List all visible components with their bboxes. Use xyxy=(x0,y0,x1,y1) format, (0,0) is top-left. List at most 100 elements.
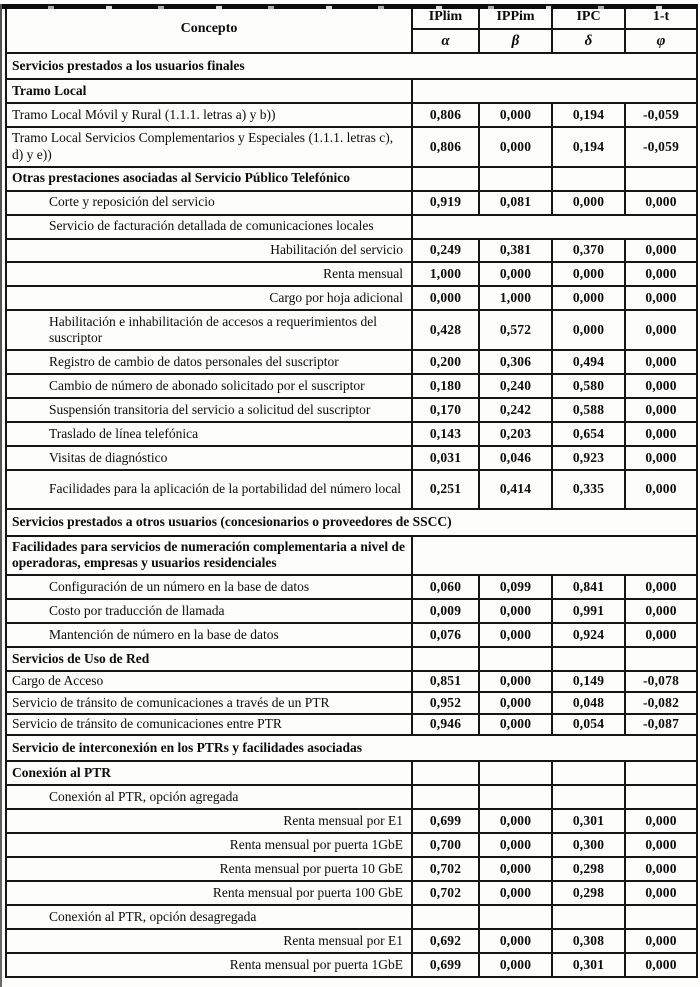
row-label: Tramo Local Móvil y Rural (1.1.1. letras… xyxy=(5,102,413,128)
row-label: Renta mensual por puerta 1GbE xyxy=(5,951,413,979)
empty-cell xyxy=(624,646,698,672)
empty-cell xyxy=(411,78,698,105)
table-header: Concepto IPlim IPPim IPC 1-t α β δ φ xyxy=(5,4,698,54)
value-cell: 0,149 xyxy=(551,669,626,694)
value-cell: 0,699 xyxy=(411,807,480,834)
value-cell: 0,699 xyxy=(411,951,480,979)
section-label: Otras prestaciones asociadas al Servicio… xyxy=(5,165,413,192)
table-row: Cargo de Acceso 0,851 0,000 0,149 -0,078 xyxy=(5,669,698,694)
row-label: Suspensión transitoria del servicio a so… xyxy=(5,396,413,423)
symbol-phi: φ xyxy=(624,28,698,54)
section-label: Servicios de Uso de Red xyxy=(5,646,413,672)
tariff-index-table: Concepto IPlim IPPim IPC 1-t α β δ φ Ser… xyxy=(5,4,698,979)
value-cell: 0,000 xyxy=(624,807,698,834)
row-label: Cambio de número de abonado solicitado p… xyxy=(5,372,413,399)
row-label: Renta mensual por E1 xyxy=(5,807,413,834)
value-cell: 0,308 xyxy=(551,927,626,954)
value-cell: 0,203 xyxy=(478,420,553,447)
table-row: Renta mensual por puerta 10 GbE 0,702 0,00… xyxy=(5,855,698,882)
symbol-alpha: α xyxy=(411,28,480,54)
row-label: Habilitación e inhabilitación de accesos… xyxy=(5,309,413,352)
value-cell: 1,000 xyxy=(411,261,480,288)
value-cell: 0,000 xyxy=(624,574,698,601)
empty-cell xyxy=(551,903,626,930)
value-cell: 0,000 xyxy=(624,468,698,511)
value-cell: 0,572 xyxy=(478,309,553,352)
empty-cell xyxy=(551,165,626,192)
symbol-beta: β xyxy=(478,28,553,54)
value-cell: 0,031 xyxy=(411,444,480,471)
value-cell: 0,000 xyxy=(478,951,553,979)
empty-cell xyxy=(411,784,480,810)
value-cell: 0,000 xyxy=(624,309,698,352)
value-cell: 0,000 xyxy=(624,237,698,264)
value-cell: 0,428 xyxy=(411,309,480,352)
value-cell: 0,414 xyxy=(478,468,553,511)
section-label: Facilidades para servicios de numeración… xyxy=(5,534,413,577)
row-label: Tramo Local Servicios Complementarios y … xyxy=(5,125,413,168)
value-cell: 0,000 xyxy=(624,261,698,288)
value-cell: 0,991 xyxy=(551,598,626,625)
table-row: Suspensión transitoria del servicio a so… xyxy=(5,396,698,423)
table-row: Renta mensual por E1 0,699 0,000 0,301 0,000 xyxy=(5,807,698,834)
value-cell: 0,099 xyxy=(478,574,553,601)
row-label: Corte y reposición del servicio xyxy=(5,189,413,216)
header-row-symbols: α β δ φ xyxy=(6,28,698,54)
value-cell: 0,000 xyxy=(551,261,626,288)
scan-left-edge-artifact xyxy=(0,4,2,987)
row-label: Conexión al PTR, opción desagregada xyxy=(5,903,413,930)
table-row: Registro de cambio de datos personales d… xyxy=(5,349,698,375)
value-cell: 0,851 xyxy=(411,669,480,694)
section-row: Tramo Local xyxy=(5,78,698,105)
row-label: Registro de cambio de datos personales d… xyxy=(5,349,413,375)
empty-cell xyxy=(624,784,698,810)
value-cell: 0,000 xyxy=(624,855,698,882)
section-label: Conexión al PTR xyxy=(5,760,413,786)
value-cell: 0,301 xyxy=(551,951,626,979)
value-cell: 0,702 xyxy=(411,855,480,882)
table-row: Servicio de tránsito de comunicaciones a… xyxy=(5,691,698,715)
row-label: Servicio de tránsito de comunicaciones a… xyxy=(5,691,413,715)
scan-top-edge-artifact xyxy=(2,4,697,9)
value-cell: -0,078 xyxy=(624,669,698,694)
table-row: Renta mensual 1,000 0,000 0,000 0,000 xyxy=(5,261,698,288)
value-cell: 0,000 xyxy=(478,598,553,625)
value-cell: 0,000 xyxy=(624,444,698,471)
section-label: Servicio de interconexión en los PTRs y … xyxy=(5,733,698,763)
table-row: Servicio de tránsito de comunicaciones e… xyxy=(5,712,698,736)
empty-cell xyxy=(411,903,480,930)
value-cell: 0,000 xyxy=(478,622,553,649)
row-label: Cargo de Acceso xyxy=(5,669,413,694)
value-cell: 0,000 xyxy=(478,879,553,906)
value-cell: -0,082 xyxy=(624,691,698,715)
value-cell: 0,588 xyxy=(551,396,626,423)
value-cell: 0,251 xyxy=(411,468,480,511)
table-row: Corte y reposición del servicio 0,919 0,08… xyxy=(5,189,698,216)
table-row: Cargo por hoja adicional 0,000 1,000 0,000 0… xyxy=(5,285,698,312)
table-row: Mantención de número en la base de datos… xyxy=(5,622,698,649)
value-cell: 0,000 xyxy=(478,855,553,882)
table-row: Renta mensual por puerta 100 GbE 0,702 0,0… xyxy=(5,879,698,906)
value-cell: 0,000 xyxy=(624,285,698,312)
value-cell: 0,692 xyxy=(411,927,480,954)
value-cell: 0,306 xyxy=(478,349,553,375)
section-row: Servicios de Uso de Red xyxy=(5,646,698,672)
row-label: Renta mensual por E1 xyxy=(5,927,413,954)
table-row: Conexión al PTR, opción agregada xyxy=(5,784,698,810)
table-body: Servicios prestados a los usuarios final… xyxy=(5,51,698,979)
empty-cell xyxy=(478,165,553,192)
row-label: Cargo por hoja adicional xyxy=(5,285,413,312)
value-cell: 0,000 xyxy=(624,189,698,216)
value-cell: 0,000 xyxy=(551,285,626,312)
value-cell: 0,000 xyxy=(478,807,553,834)
section-label: Tramo Local xyxy=(5,78,413,105)
empty-cell xyxy=(411,165,480,192)
value-cell: 0,000 xyxy=(411,285,480,312)
column-header-concepto: Concepto xyxy=(5,4,413,54)
value-cell: 0,000 xyxy=(551,309,626,352)
value-cell: 1,000 xyxy=(478,285,553,312)
value-cell: 0,301 xyxy=(551,807,626,834)
empty-cell xyxy=(551,784,626,810)
empty-cell xyxy=(411,760,480,786)
value-cell: 0,180 xyxy=(411,372,480,399)
